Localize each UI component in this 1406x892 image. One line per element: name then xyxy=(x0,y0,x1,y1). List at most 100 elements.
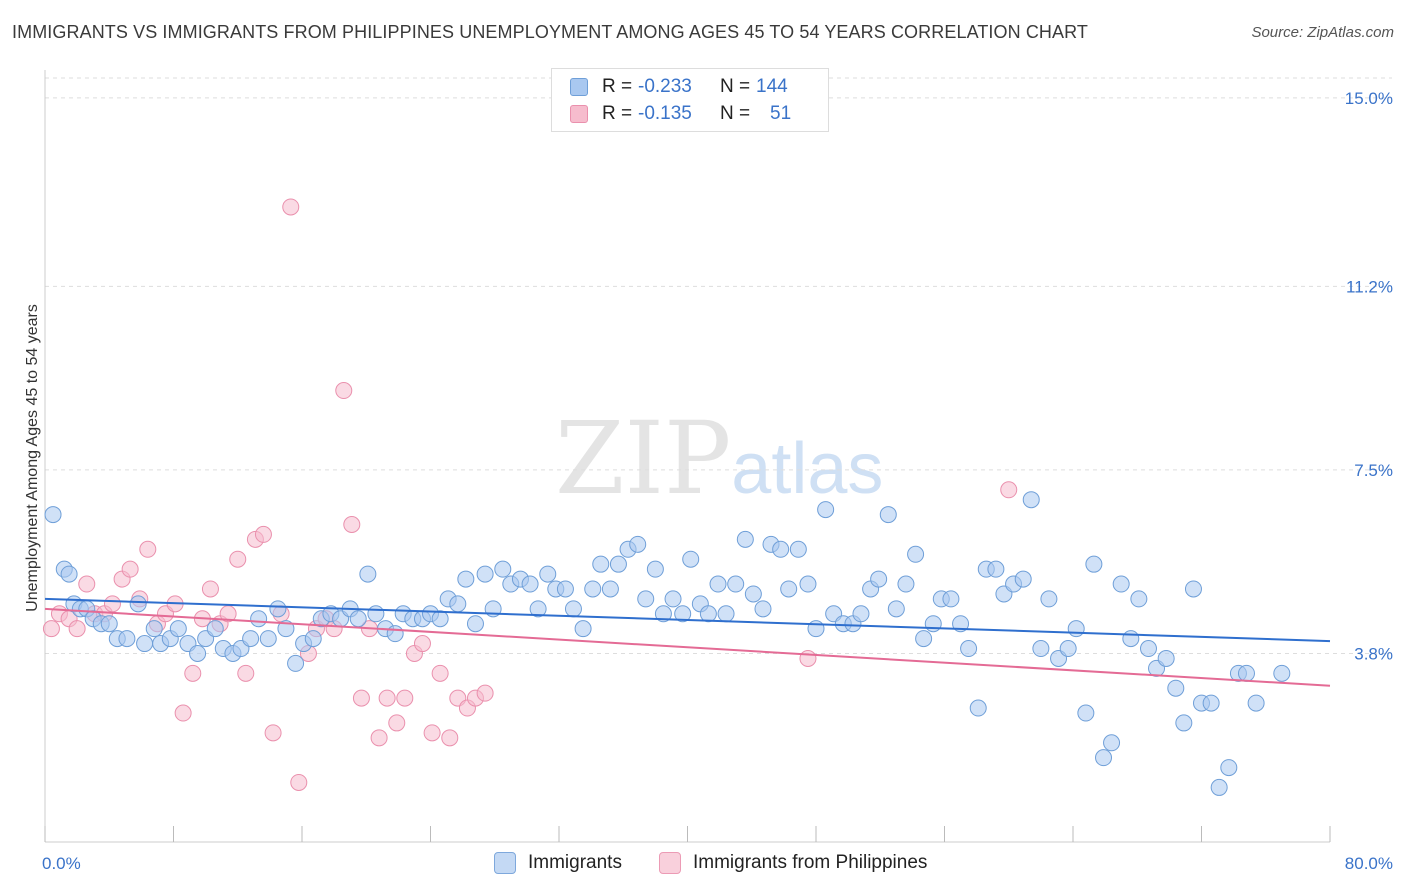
data-point-immigrants xyxy=(887,600,905,618)
data-point-immigrants xyxy=(476,565,494,583)
data-point-immigrants xyxy=(277,620,295,638)
data-point-immigrants xyxy=(674,605,692,623)
data-point-philippines xyxy=(799,649,817,667)
stats-legend: R = -0.233 N = 144 R = -0.135 N = 51 xyxy=(551,68,829,132)
legend-n-value: 51 xyxy=(770,103,792,124)
data-point-immigrants xyxy=(1022,491,1040,509)
data-point-immigrants xyxy=(1247,694,1265,712)
y-tick-label: 15.0% xyxy=(1345,89,1393,108)
data-point-immigrants xyxy=(449,595,467,613)
data-point-immigrants xyxy=(870,570,888,588)
data-point-philippines xyxy=(370,729,388,747)
legend-swatch-blue xyxy=(570,78,588,96)
data-point-immigrants xyxy=(1139,640,1157,658)
data-point-immigrants xyxy=(772,540,790,558)
data-point-immigrants xyxy=(574,620,592,638)
data-point-immigrants xyxy=(637,590,655,608)
data-point-immigrants xyxy=(349,610,367,628)
data-point-philippines xyxy=(335,382,353,400)
y-tick-label: 7.5% xyxy=(1354,461,1393,480)
gridlines xyxy=(45,77,1392,654)
data-point-immigrants xyxy=(1085,555,1103,573)
data-point-immigrants xyxy=(466,615,484,633)
trend-lines xyxy=(44,597,1331,687)
series-immigrants-points xyxy=(44,491,1291,796)
data-point-immigrants xyxy=(367,605,385,623)
data-point-philippines xyxy=(264,724,282,742)
legend-r-value: -0.233 xyxy=(638,76,692,97)
legend-row-immigrants: R = -0.233 N = 144 xyxy=(570,75,788,99)
legend-item-philippines: Immigrants from Philippines xyxy=(659,852,927,874)
trend-line-immigrants xyxy=(44,597,1331,643)
data-point-immigrants xyxy=(136,635,154,653)
data-point-immigrants xyxy=(1112,575,1130,593)
data-point-immigrants xyxy=(1157,649,1175,667)
data-point-immigrants xyxy=(915,630,933,648)
data-point-immigrants xyxy=(664,590,682,608)
data-point-immigrants xyxy=(736,530,754,548)
data-point-immigrants xyxy=(287,654,305,672)
data-point-immigrants xyxy=(780,580,798,598)
data-point-immigrants xyxy=(129,595,147,613)
data-point-immigrants xyxy=(699,605,717,623)
data-point-philippines xyxy=(378,689,396,707)
data-point-philippines xyxy=(184,664,202,682)
watermark: ZIPatlas xyxy=(555,400,883,517)
legend-n-label: N = xyxy=(720,103,751,124)
data-point-immigrants xyxy=(1167,679,1185,697)
y-tick-label: 3.8% xyxy=(1354,644,1393,663)
data-point-immigrants xyxy=(592,555,610,573)
data-point-philippines xyxy=(174,704,192,722)
data-point-immigrants xyxy=(969,699,987,717)
data-point-immigrants xyxy=(556,580,574,598)
legend-label-philippines: Immigrants from Philippines xyxy=(693,852,928,873)
data-point-immigrants xyxy=(879,506,897,524)
legend-n-value: 144 xyxy=(756,76,788,97)
data-point-immigrants xyxy=(60,565,78,583)
data-point-immigrants xyxy=(1273,664,1291,682)
y-tick-label: 11.2% xyxy=(1346,277,1393,296)
data-point-philippines xyxy=(139,540,157,558)
data-point-philippines xyxy=(121,560,139,578)
data-point-immigrants xyxy=(960,640,978,658)
data-point-immigrants xyxy=(189,644,207,662)
data-point-immigrants xyxy=(457,570,475,588)
data-point-immigrants xyxy=(817,501,835,519)
data-point-immigrants xyxy=(1067,620,1085,638)
data-point-philippines xyxy=(396,689,414,707)
data-point-immigrants xyxy=(1014,570,1032,588)
data-point-immigrants xyxy=(897,575,915,593)
data-point-immigrants xyxy=(118,630,136,648)
data-point-philippines xyxy=(282,198,300,216)
data-point-immigrants xyxy=(907,545,925,563)
data-point-immigrants xyxy=(987,560,1005,578)
x-tick-label: 0.0% xyxy=(42,854,81,873)
data-point-philippines xyxy=(441,729,459,747)
data-point-philippines xyxy=(290,773,308,791)
data-point-philippines xyxy=(388,714,406,732)
axes xyxy=(44,70,1331,843)
data-point-immigrants xyxy=(521,575,539,593)
data-point-immigrants xyxy=(727,575,745,593)
data-point-philippines xyxy=(1000,481,1018,499)
legend-row-philippines: R = -0.135 N = 51 xyxy=(570,102,791,126)
data-point-philippines xyxy=(237,664,255,682)
data-point-philippines xyxy=(343,515,361,533)
data-point-immigrants xyxy=(1122,630,1140,648)
data-point-philippines xyxy=(476,684,494,702)
data-point-immigrants xyxy=(1220,759,1238,777)
data-point-immigrants xyxy=(646,560,664,578)
data-point-immigrants xyxy=(100,615,118,633)
data-point-immigrants xyxy=(431,610,449,628)
data-point-philippines xyxy=(103,595,121,613)
data-point-immigrants xyxy=(259,630,277,648)
data-point-immigrants xyxy=(242,630,260,648)
legend-swatch-pink xyxy=(570,105,588,123)
data-point-immigrants xyxy=(250,610,268,628)
data-point-philippines xyxy=(352,689,370,707)
data-point-immigrants xyxy=(206,620,224,638)
watermark-atlas: atlas xyxy=(731,429,884,509)
data-point-immigrants xyxy=(539,565,557,583)
data-point-immigrants xyxy=(269,600,287,618)
data-point-immigrants xyxy=(564,600,582,618)
